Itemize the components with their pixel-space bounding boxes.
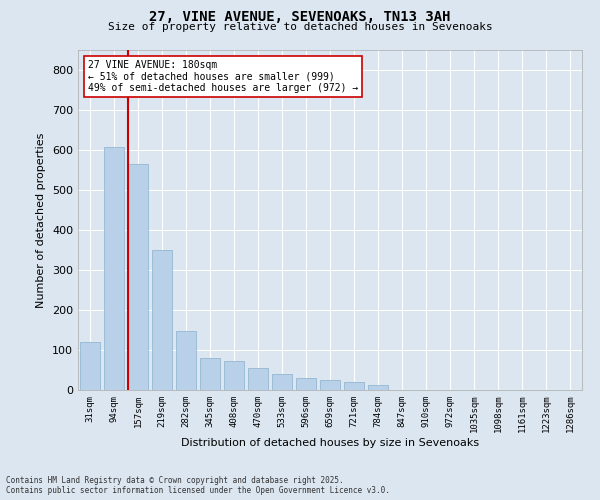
- Bar: [344, 382, 364, 390]
- Bar: [80, 342, 100, 390]
- Bar: [248, 368, 268, 390]
- Text: Size of property relative to detached houses in Sevenoaks: Size of property relative to detached ho…: [107, 22, 493, 32]
- Bar: [176, 331, 196, 390]
- Bar: [104, 147, 124, 390]
- Bar: [128, 164, 148, 390]
- Bar: [152, 250, 172, 390]
- Y-axis label: Number of detached properties: Number of detached properties: [37, 132, 46, 308]
- Bar: [296, 378, 316, 390]
- X-axis label: Distribution of detached houses by size in Sevenoaks: Distribution of detached houses by size …: [181, 438, 479, 448]
- Bar: [200, 358, 220, 390]
- Bar: [320, 380, 340, 390]
- Bar: [272, 374, 292, 390]
- Bar: [368, 385, 388, 390]
- Text: 27, VINE AVENUE, SEVENOAKS, TN13 3AH: 27, VINE AVENUE, SEVENOAKS, TN13 3AH: [149, 10, 451, 24]
- Text: 27 VINE AVENUE: 180sqm
← 51% of detached houses are smaller (999)
49% of semi-de: 27 VINE AVENUE: 180sqm ← 51% of detached…: [88, 60, 358, 94]
- Text: Contains HM Land Registry data © Crown copyright and database right 2025.
Contai: Contains HM Land Registry data © Crown c…: [6, 476, 390, 495]
- Bar: [224, 361, 244, 390]
